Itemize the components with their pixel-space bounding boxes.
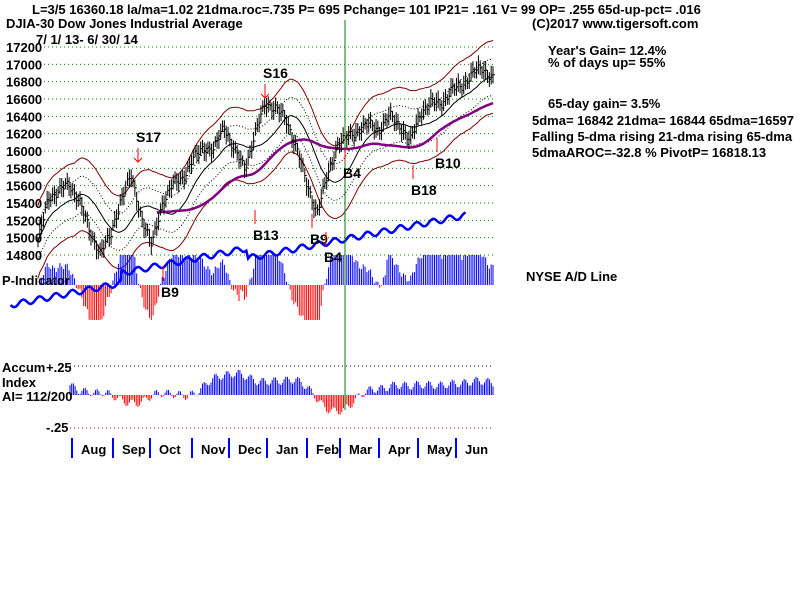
month-label: Dec: [238, 442, 262, 457]
copyright: (C)2017 www.tigersoft.com: [532, 16, 699, 31]
y-tick-label: 16400: [6, 109, 42, 124]
signal-label: B4: [324, 249, 342, 265]
p-indicator-label: P-Indicator: [2, 273, 70, 288]
y-tick-label: 16600: [6, 92, 42, 107]
y-tick-label: 16000: [6, 144, 42, 159]
index-label: Index: [2, 375, 36, 390]
ai-value: AI= 112/200: [2, 389, 73, 404]
pct-days-up: % of days up= 55%: [548, 55, 666, 70]
y-tick-label: 16800: [6, 75, 42, 90]
month-label: Nov: [201, 442, 226, 457]
accum-upper: +.25: [46, 360, 72, 375]
signal-label: S16: [263, 65, 288, 81]
y-tick-label: 14800: [6, 248, 42, 263]
ma65-line: [156, 101, 494, 214]
month-label: Mar: [349, 442, 372, 457]
month-label: Feb: [316, 442, 339, 457]
signal-label: B9: [161, 284, 179, 300]
y-tick-label: 17000: [6, 57, 42, 72]
month-label: May: [427, 442, 453, 457]
signal-label: S17: [136, 129, 161, 145]
gain-65d: 65-day gain= 3.5%: [548, 96, 661, 111]
signal-label: B13: [253, 227, 279, 243]
y-tick-label: 15600: [6, 179, 42, 194]
nyse-ad-line: [9, 211, 467, 309]
date-range: 7/ 1/ 13- 6/ 30/ 14: [36, 32, 138, 47]
signal-label: B9: [310, 231, 328, 247]
y-tick-label: 15800: [6, 161, 42, 176]
accum-lower: -.25: [46, 420, 69, 435]
sell-arrow-icon: [133, 148, 143, 163]
index-name: DJIA-30 Dow Jones Industrial Average: [6, 16, 243, 31]
dma-trend: Falling 5-dma rising 21-dma rising 65-dm…: [532, 129, 793, 144]
lower-inner-band: [37, 94, 494, 261]
ad-line-label: NYSE A/D Line: [526, 269, 618, 284]
month-label: Apr: [388, 442, 410, 457]
y-tick-label: 17200: [6, 40, 42, 55]
ma21-line: [37, 76, 494, 243]
upper-inner-band: [37, 58, 494, 224]
aroc-pivot: 5dmaAROC=-32.8 % PivotP= 16818.13: [532, 145, 767, 160]
month-label: Jun: [465, 442, 488, 457]
signal-label: B18: [411, 182, 437, 198]
month-label: Sep: [122, 442, 146, 457]
y-tick-label: 16200: [6, 127, 42, 142]
y-tick-label: 15000: [6, 231, 42, 246]
month-label: Aug: [81, 442, 106, 457]
sell-arrow-icon: [260, 84, 270, 99]
stats-line: L=3/5 16360.18 la/ma=1.02 21dma.roc=.735…: [32, 2, 701, 17]
signal-label: B10: [435, 155, 461, 171]
month-label: Oct: [159, 442, 181, 457]
month-label: Jan: [276, 442, 298, 457]
signal-label: B4: [343, 165, 361, 181]
upper-band-line: [37, 39, 494, 206]
years-gain: Year's Gain= 12.4%: [548, 43, 667, 58]
y-tick-label: 15200: [6, 213, 42, 228]
accum-label: Accum: [2, 360, 46, 375]
dma-values: 5dma= 16842 21dma= 16844 65dma=16597: [532, 113, 795, 128]
y-tick-label: 15400: [6, 196, 42, 211]
lower-band-line: [37, 112, 494, 279]
